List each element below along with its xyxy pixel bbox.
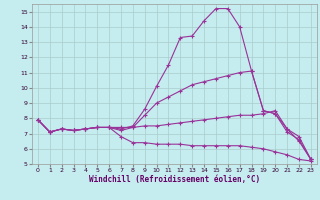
- X-axis label: Windchill (Refroidissement éolien,°C): Windchill (Refroidissement éolien,°C): [89, 175, 260, 184]
